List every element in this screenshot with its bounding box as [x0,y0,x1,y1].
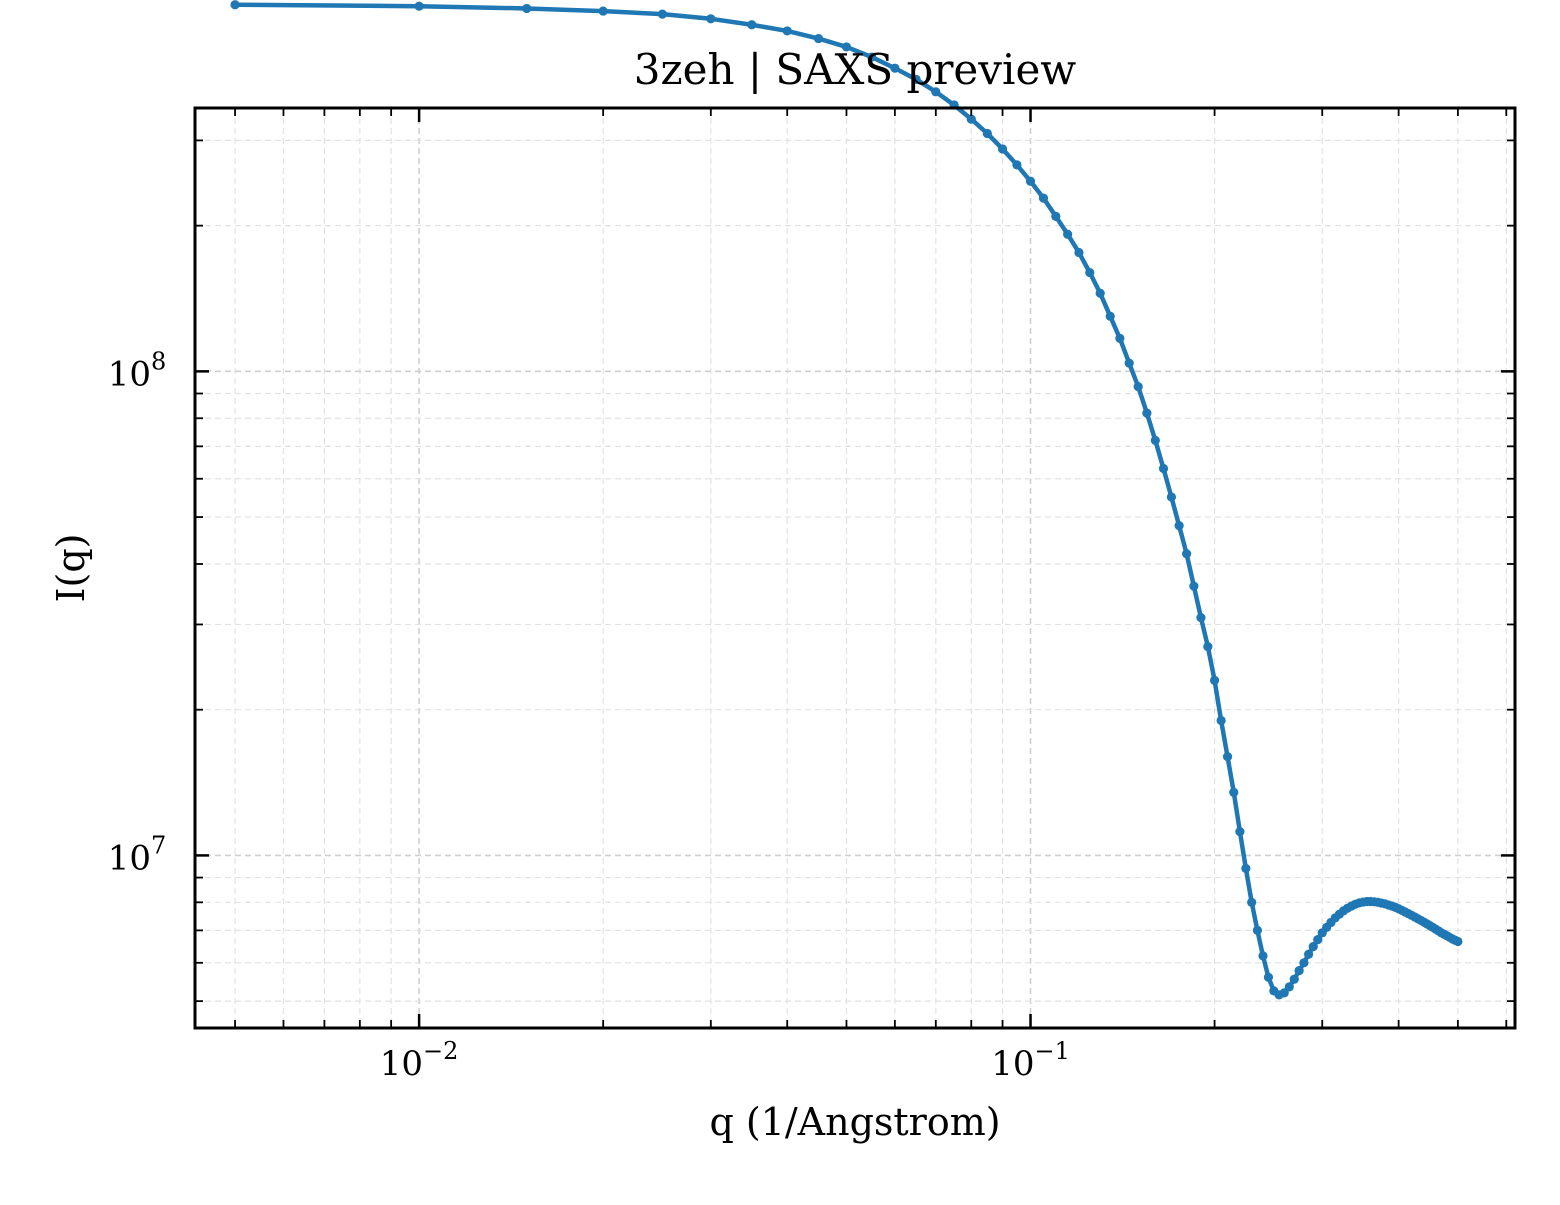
data-point [1085,267,1095,278]
y-tick-label: 108 [108,347,167,394]
data-point [522,3,532,14]
data-point [1284,982,1294,992]
data-point [1095,288,1105,298]
x-tick-label: 10−2 [380,1037,459,1084]
data-point [982,128,992,139]
y-tick-label-base: 10 [108,354,151,394]
x-tick-label-exponent: −1 [1034,1037,1069,1065]
data-point [1174,521,1184,531]
y-tick-label: 107 [108,831,167,878]
data-point [230,0,240,10]
data-point [1133,382,1143,392]
data-point [1222,752,1233,762]
plot-frame [193,106,1517,1030]
data-point [1453,936,1463,947]
data-point [1308,942,1318,952]
series-layer [230,0,1463,1000]
data-point [1216,715,1226,726]
data-point [1124,358,1134,368]
x-tick-label-base: 10 [991,1044,1034,1084]
y-tick-label-exponent: 7 [151,831,166,859]
data-point [890,63,900,73]
data-point [966,114,976,124]
data-point [1294,966,1304,976]
data-point [1182,549,1192,559]
data-point [1209,675,1220,685]
data-point [841,42,852,52]
data-point [1258,951,1268,961]
data-point [911,74,921,84]
data-point [1196,612,1206,623]
data-point [1115,333,1125,343]
grid-layer [195,108,1515,1028]
data-point [867,52,877,62]
data-point [414,1,424,11]
x-axis-label: q (1/Angstrom) [709,1100,1000,1144]
data-point [598,6,608,16]
data-point [706,14,716,24]
data-point [1051,211,1061,221]
x-tick-label: 10−1 [991,1037,1070,1084]
data-point [1299,958,1309,968]
data-point [1025,176,1036,186]
data-point [1263,972,1274,982]
y-tick-label-base: 10 [108,838,151,878]
data-point [1074,247,1084,258]
data-point [1158,463,1169,474]
x-tick-label-exponent: −2 [423,1037,458,1065]
data-point [813,33,824,44]
data-point [782,26,792,36]
data-point [1189,581,1199,591]
data-point [1313,935,1323,945]
data-point [657,9,668,19]
data-point [1166,492,1177,502]
data-point [1038,193,1049,203]
data-point [1063,229,1073,239]
data-point [1235,826,1245,837]
data-point [1203,642,1213,652]
data-point [1247,897,1257,907]
data-point [747,20,757,30]
y-axis-label: I(q) [49,534,93,603]
data-point [1289,974,1299,984]
data-point [1142,408,1152,418]
data-point [997,144,1008,154]
data-point [1150,435,1160,446]
data-point [1252,925,1262,935]
y-tick-label-exponent: 8 [151,347,166,375]
data-point [1304,949,1314,959]
data-point [931,87,941,97]
data-point [1241,863,1251,874]
chart-title: 3zeh | SAXS preview [634,45,1077,94]
data-point [1105,311,1115,321]
data-point [1229,787,1239,797]
x-tick-label-base: 10 [380,1044,423,1084]
data-point [1012,160,1022,170]
